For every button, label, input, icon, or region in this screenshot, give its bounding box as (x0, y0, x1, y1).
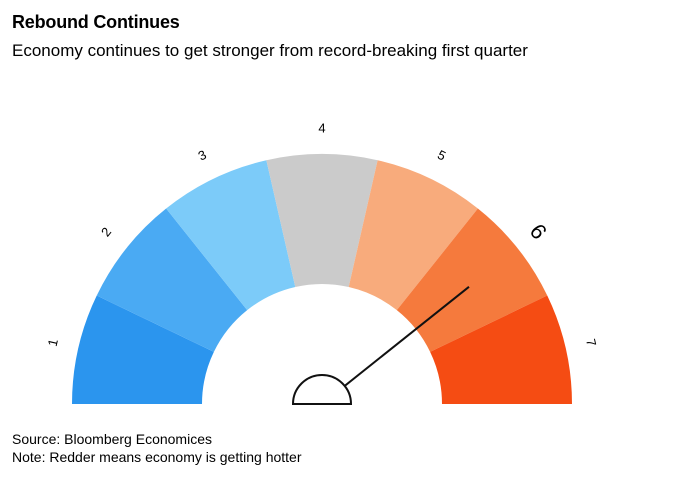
gauge-segment-7 (430, 295, 572, 404)
gauge-label-5: 5 (435, 147, 448, 164)
gauge-needle-hub (291, 374, 353, 405)
source-note: Source: Bloomberg Economices (12, 431, 212, 447)
gauge-needle-group (291, 286, 470, 405)
gauge-segment-2 (96, 208, 248, 352)
chart-footer: Source: Bloomberg Economices Note: Redde… (12, 430, 302, 466)
chart-title: Rebound Continues (12, 12, 180, 32)
gauge-label-1: 1 (45, 337, 61, 347)
gauge-segment-3 (166, 160, 296, 311)
gauge-segment-5 (348, 160, 478, 311)
gauge-label-4: 4 (318, 120, 325, 135)
gauge-segment-6 (396, 208, 548, 352)
gauge-label-7: 7 (583, 337, 599, 347)
gauge-segments (72, 154, 572, 404)
explanation-note: Note: Redder means economy is getting ho… (12, 449, 302, 465)
gauge-needle (342, 286, 470, 388)
chart-subtitle: Economy continues to get stronger from r… (12, 41, 528, 60)
gauge-label-3: 3 (196, 147, 209, 164)
gauge-label-6: 6 (525, 219, 552, 244)
gauge-segment-4 (266, 154, 378, 288)
gauge-label-2: 2 (98, 224, 114, 239)
gauge-segment-1 (72, 295, 214, 404)
